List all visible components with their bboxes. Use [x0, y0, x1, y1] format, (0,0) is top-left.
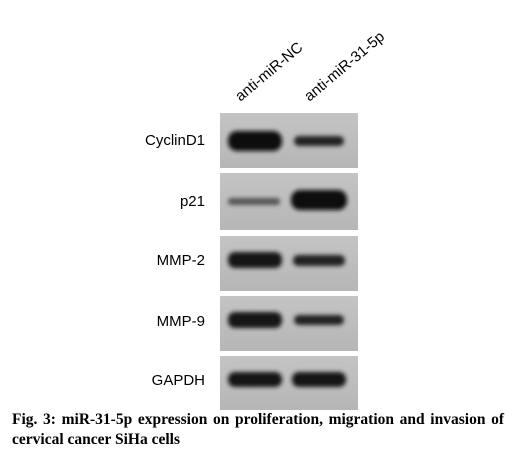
- band: [228, 252, 282, 268]
- band: [294, 136, 344, 146]
- row-label: p21: [179, 193, 205, 210]
- band: [294, 315, 344, 325]
- row-label: MMP-9: [156, 313, 205, 330]
- band: [293, 255, 345, 266]
- band: [291, 190, 347, 210]
- row-label: GAPDH: [151, 372, 205, 389]
- figure-caption: Fig. 3: miR-31-5p expression on prolifer…: [12, 411, 504, 448]
- row-label: CyclinD1: [144, 132, 205, 149]
- band: [292, 372, 346, 387]
- band: [228, 131, 282, 151]
- band: [228, 372, 282, 387]
- row-label: MMP-2: [156, 252, 205, 269]
- band: [228, 312, 282, 328]
- band: [228, 198, 280, 205]
